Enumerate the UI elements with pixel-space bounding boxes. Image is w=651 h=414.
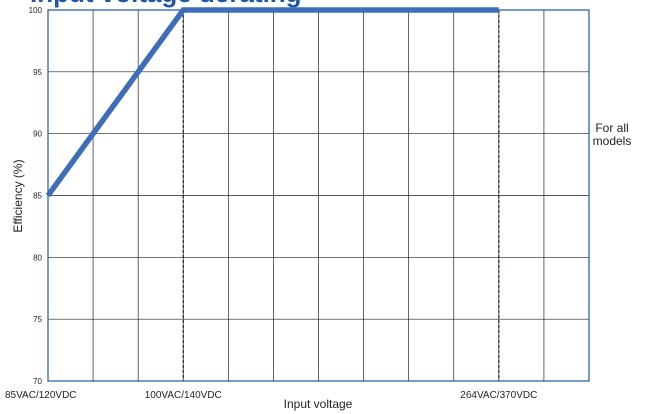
annotation-line: models <box>593 134 632 148</box>
y-tick-label: 70 <box>33 377 42 386</box>
chart-title: Input voltage derating <box>30 0 302 8</box>
y-tick-label: 90 <box>33 130 42 139</box>
y-tick-label: 95 <box>33 68 42 77</box>
annotation-text: For all models <box>593 121 632 148</box>
y-tick-label: 75 <box>33 315 42 324</box>
y-tick-label: 100 <box>29 6 43 15</box>
x-tick-label: 85VAC/120VDC <box>5 390 77 401</box>
x-tick-label: 100VAC/140VDC <box>145 390 222 401</box>
y-tick-labels: 70 75 80 85 90 95 100 <box>29 6 43 386</box>
efficiency-series-line <box>45 7 499 198</box>
annotation-line: For all <box>595 121 628 135</box>
x-axis-label: Input voltage <box>284 397 353 411</box>
grid-lines <box>48 10 589 381</box>
series-lines <box>45 7 499 198</box>
x-tick-label: 264VAC/370VDC <box>460 390 537 401</box>
y-tick-label: 85 <box>33 192 42 201</box>
y-tick-label: 80 <box>33 253 42 262</box>
y-axis-label: Efficiency (%) <box>11 159 25 232</box>
x-tick-labels: 85VAC/120VDC 100VAC/140VDC 264VAC/370VDC <box>5 390 537 401</box>
vertical-markers <box>182 10 500 381</box>
